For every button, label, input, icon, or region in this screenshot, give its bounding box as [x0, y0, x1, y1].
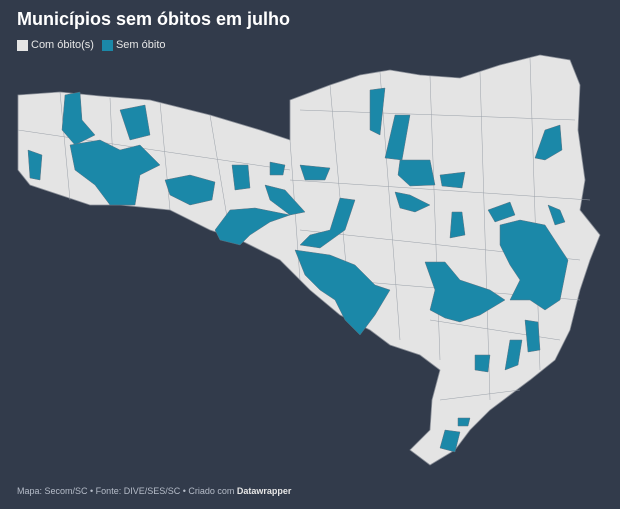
legend-swatch: [17, 39, 28, 51]
legend-swatch: [101, 39, 113, 51]
legend-label: Sem óbito: [115, 39, 166, 51]
footer-source: Mapa: Secom/SC • Fonte: DIVE/SES/SC • Cr…: [17, 486, 237, 496]
footer-brand-link[interactable]: Datawrapper: [236, 486, 292, 496]
legend-item-sem-obito: Sem óbito: [101, 39, 166, 51]
legend-label: Com óbito(s): [31, 39, 94, 51]
legend: Com óbito(s) Sem óbito: [17, 39, 166, 51]
sem-obito-regions: [27, 87, 569, 453]
footer-credits: Mapa: Secom/SC • Fonte: DIVE/SES/SC • Cr…: [17, 486, 291, 496]
legend-item-com-obito: Com óbito(s): [17, 39, 94, 51]
map-title: Municípios sem óbitos em julho: [17, 9, 291, 29]
